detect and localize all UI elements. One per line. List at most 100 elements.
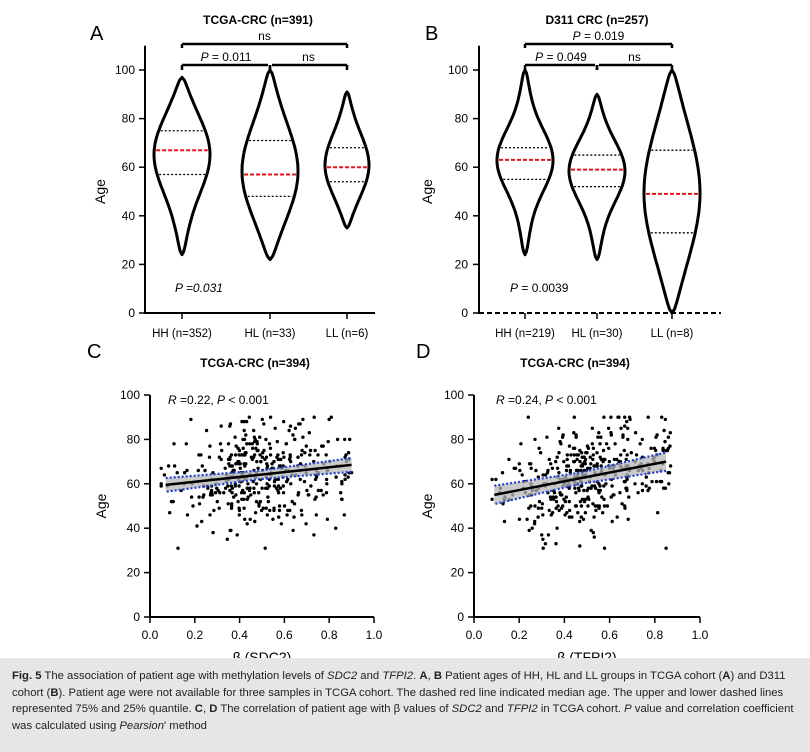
data-point xyxy=(265,513,269,517)
data-point xyxy=(292,437,297,442)
data-point xyxy=(664,448,668,453)
data-point xyxy=(612,457,617,462)
data-point xyxy=(543,473,548,477)
ci-lower-line xyxy=(165,470,352,493)
data-point xyxy=(242,453,246,457)
data-point xyxy=(554,495,558,499)
data-point xyxy=(570,515,574,519)
data-point xyxy=(541,473,545,477)
violin-panel-A: A TCGA-CRC (n=391) 0 20 40 60 80 100 Age HH (n=35… xyxy=(90,13,375,340)
data-point xyxy=(629,451,633,455)
data-point xyxy=(541,537,545,541)
data-point xyxy=(583,462,587,466)
data-point xyxy=(563,499,568,504)
data-point xyxy=(272,506,276,510)
data-point xyxy=(304,522,308,526)
y-tick-label: 20 xyxy=(122,257,136,271)
data-point xyxy=(287,428,291,433)
scatter-panel-D: D TCGA-CRC (n=394) 0 20 40 60 80 100 0.0 0.2 0.4 0.… xyxy=(416,341,709,658)
data-point xyxy=(602,546,607,550)
x-tick-label: 0.6 xyxy=(276,628,293,642)
data-point xyxy=(304,444,308,448)
data-point xyxy=(185,468,189,473)
data-point xyxy=(242,506,246,510)
data-point xyxy=(346,451,351,455)
data-point xyxy=(647,486,651,490)
data-point xyxy=(334,526,338,530)
data-point xyxy=(230,502,234,506)
data-point xyxy=(215,499,219,504)
data-point xyxy=(619,453,623,457)
caption-text: value and correlation coefficient was ca… xyxy=(12,703,794,732)
data-point xyxy=(550,466,555,470)
data-point xyxy=(343,477,347,482)
data-point xyxy=(557,451,561,455)
y-tick-label: 100 xyxy=(444,388,464,402)
data-point xyxy=(554,459,558,464)
data-point xyxy=(242,491,246,495)
data-point xyxy=(237,484,241,488)
data-point xyxy=(343,437,347,442)
data-point xyxy=(597,491,601,495)
data-point xyxy=(575,457,579,462)
data-point xyxy=(299,453,304,457)
data-point xyxy=(265,464,270,468)
x-tick-label: 0.0 xyxy=(142,628,159,642)
data-point xyxy=(244,462,248,466)
x-tick-label: 0.2 xyxy=(186,628,203,642)
violin-shape xyxy=(323,90,371,230)
data-point xyxy=(667,482,671,486)
y-tick-label: 40 xyxy=(127,521,141,535)
data-point xyxy=(201,495,205,499)
data-point xyxy=(602,415,606,419)
data-point xyxy=(529,462,533,466)
data-point xyxy=(623,415,627,419)
data-point xyxy=(238,466,242,470)
data-point xyxy=(226,484,230,488)
data-point xyxy=(663,417,668,422)
data-point xyxy=(591,453,595,457)
data-point xyxy=(589,462,593,466)
caption-text: and xyxy=(481,703,507,715)
correlation-annotation: R =0.24, P < 0.001 xyxy=(496,393,597,407)
p-value-annotation: P =0.031 xyxy=(175,281,223,295)
data-point xyxy=(281,451,285,455)
data-point xyxy=(655,433,659,437)
data-point xyxy=(575,453,579,457)
data-point xyxy=(579,504,584,508)
data-point xyxy=(242,428,246,433)
data-point xyxy=(502,519,507,524)
data-point xyxy=(334,475,338,479)
caption-gene: TFPI2 xyxy=(506,703,538,715)
data-point xyxy=(599,435,603,439)
data-point xyxy=(615,457,619,462)
data-point xyxy=(344,453,348,457)
panel-letter: B xyxy=(425,23,438,45)
significance-label: ns xyxy=(258,29,271,43)
data-point xyxy=(229,506,234,510)
data-point xyxy=(537,446,541,450)
data-point xyxy=(282,504,287,508)
data-point xyxy=(583,511,588,515)
data-point xyxy=(536,515,540,519)
violin-shape xyxy=(152,75,212,257)
data-point xyxy=(319,488,323,493)
data-point xyxy=(623,479,627,484)
caption-text: ) and D311 cohort ( xyxy=(12,670,786,699)
data-point xyxy=(288,453,292,457)
x-tick-label: 1.0 xyxy=(692,628,709,642)
data-point xyxy=(255,439,259,444)
data-point xyxy=(578,519,582,524)
data-point xyxy=(278,486,283,490)
data-point xyxy=(308,453,312,457)
data-point xyxy=(490,477,494,482)
data-point xyxy=(598,484,602,488)
data-point xyxy=(592,464,596,468)
data-point xyxy=(257,502,261,506)
data-point xyxy=(547,508,551,513)
data-point xyxy=(652,446,657,450)
data-point xyxy=(300,513,304,517)
data-point xyxy=(218,442,223,446)
data-point xyxy=(223,466,227,470)
data-point xyxy=(316,488,321,493)
